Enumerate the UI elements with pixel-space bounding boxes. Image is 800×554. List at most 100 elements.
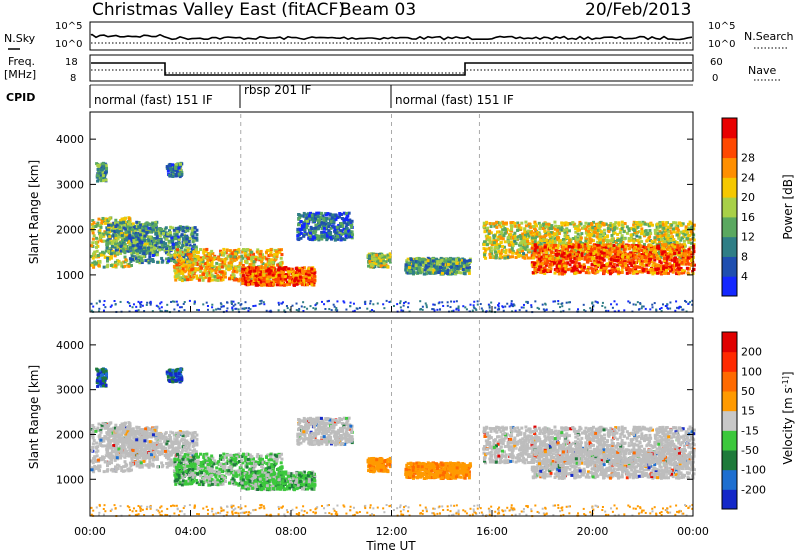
power-cell bbox=[105, 243, 109, 247]
power-cell bbox=[171, 240, 175, 244]
power-cell bbox=[304, 277, 308, 281]
power-cell bbox=[291, 272, 295, 276]
power-cell bbox=[519, 247, 523, 251]
power-cell bbox=[344, 236, 348, 240]
power-cell bbox=[280, 248, 284, 252]
power-cell bbox=[484, 242, 488, 246]
power-cell bbox=[560, 226, 564, 230]
power-cell bbox=[176, 228, 180, 232]
power-cell bbox=[506, 240, 510, 244]
power-cell bbox=[336, 234, 340, 238]
power-cell bbox=[563, 234, 567, 238]
power-cell bbox=[291, 280, 295, 284]
power-cell bbox=[259, 249, 263, 253]
power-cell bbox=[650, 253, 654, 257]
power-cell bbox=[130, 234, 134, 238]
power-cell bbox=[682, 239, 686, 243]
power-cell bbox=[531, 240, 535, 244]
power-cell bbox=[235, 277, 239, 281]
power-cell bbox=[305, 226, 309, 230]
power-cell bbox=[326, 212, 330, 216]
power-cell bbox=[587, 222, 591, 226]
power-cell bbox=[642, 260, 646, 264]
power-cell bbox=[305, 216, 309, 220]
power-cell bbox=[550, 236, 554, 240]
power-cell bbox=[210, 256, 214, 260]
power-cell bbox=[557, 241, 561, 245]
power-cell bbox=[581, 226, 585, 230]
power-cell bbox=[535, 234, 539, 238]
power-cell bbox=[608, 244, 612, 248]
power-cell bbox=[538, 245, 542, 249]
power-cell bbox=[216, 277, 220, 281]
power-cell bbox=[607, 248, 611, 252]
power-cell bbox=[114, 260, 118, 264]
power-cell bbox=[350, 230, 354, 234]
power-cell bbox=[585, 249, 589, 253]
power-cell bbox=[199, 260, 203, 264]
power-cell bbox=[217, 265, 221, 269]
power-cell bbox=[565, 223, 569, 227]
power-cell bbox=[141, 238, 145, 242]
power-cell bbox=[671, 227, 675, 231]
power-cell bbox=[604, 269, 608, 273]
power-cell bbox=[646, 270, 650, 274]
power-cell bbox=[545, 241, 549, 245]
power-cell bbox=[161, 232, 165, 236]
power-cell bbox=[119, 219, 123, 223]
power-cell bbox=[436, 260, 440, 264]
power-cell bbox=[114, 248, 118, 252]
power-cell bbox=[191, 263, 195, 267]
power-cell bbox=[267, 261, 271, 265]
power-cell bbox=[104, 249, 108, 253]
nave-trace bbox=[91, 69, 692, 74]
power-cell bbox=[250, 250, 254, 254]
power-cell bbox=[417, 271, 421, 275]
power-cell bbox=[658, 234, 662, 238]
power-cell bbox=[455, 261, 459, 265]
power-cell bbox=[602, 248, 606, 252]
power-cell bbox=[158, 245, 162, 249]
power-cell bbox=[142, 250, 146, 254]
power-cell bbox=[297, 223, 301, 227]
power-cell bbox=[175, 265, 179, 269]
power-cell bbox=[550, 224, 554, 228]
power-cell bbox=[428, 267, 432, 271]
power-cell bbox=[445, 266, 449, 270]
power-cell bbox=[326, 221, 330, 225]
power-cell bbox=[164, 242, 168, 246]
power-cell bbox=[321, 214, 325, 218]
power-cell bbox=[446, 268, 450, 272]
power-cell bbox=[612, 264, 616, 268]
power-cell bbox=[334, 238, 338, 242]
power-cell bbox=[591, 226, 595, 230]
power-cell bbox=[307, 233, 311, 237]
power-cell bbox=[575, 266, 579, 270]
power-cell bbox=[450, 272, 454, 276]
power-cell bbox=[192, 261, 196, 265]
power-cell bbox=[243, 270, 247, 274]
power-cell bbox=[571, 254, 575, 258]
power-cell bbox=[171, 226, 175, 230]
power-cell bbox=[203, 256, 207, 260]
power-cell bbox=[186, 246, 190, 250]
power-cell bbox=[442, 266, 446, 270]
date-title: 20/Feb/2013 bbox=[585, 0, 691, 20]
power-cell bbox=[302, 211, 306, 215]
power-cell bbox=[511, 251, 515, 255]
power-cell bbox=[334, 217, 338, 221]
power-cell bbox=[515, 251, 519, 255]
power-cell bbox=[564, 253, 568, 257]
power-cell bbox=[139, 246, 143, 250]
power-cell bbox=[631, 233, 635, 237]
power-cell bbox=[304, 272, 308, 276]
power-cell bbox=[560, 241, 564, 245]
power-cell bbox=[143, 246, 147, 250]
power-cell bbox=[227, 264, 231, 268]
power-cell bbox=[617, 221, 621, 225]
power-cell bbox=[690, 225, 694, 229]
power-cell bbox=[275, 255, 279, 259]
power-cell bbox=[514, 237, 518, 241]
power-cell bbox=[538, 223, 542, 227]
power-cell bbox=[127, 264, 131, 268]
